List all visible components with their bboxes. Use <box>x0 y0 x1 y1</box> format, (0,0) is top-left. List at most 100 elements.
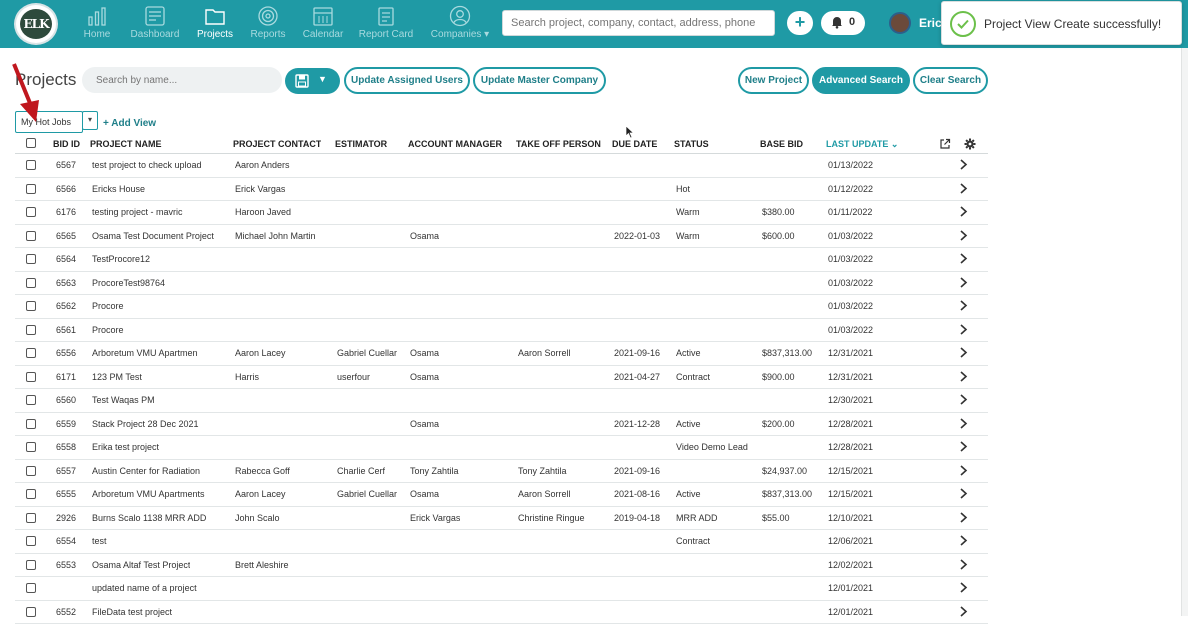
chevron-right-icon[interactable] <box>959 277 968 288</box>
chevron-right-icon[interactable] <box>959 159 968 170</box>
cell-project-name[interactable]: test project to check upload <box>92 154 202 177</box>
row-checkbox[interactable] <box>26 348 36 358</box>
select-all-checkbox[interactable] <box>26 138 36 148</box>
row-checkbox[interactable] <box>26 442 36 452</box>
update-master-company-button[interactable]: Update Master Company <box>473 67 606 94</box>
cell-project-name[interactable]: 123 PM Test <box>92 366 142 389</box>
row-checkbox[interactable] <box>26 301 36 311</box>
success-toast[interactable]: Project View Create successfully! <box>941 1 1182 45</box>
chevron-right-icon[interactable] <box>959 300 968 311</box>
row-checkbox[interactable] <box>26 207 36 217</box>
chevron-right-icon[interactable] <box>959 371 968 382</box>
add-view-link[interactable]: + Add View <box>103 118 156 129</box>
row-checkbox[interactable] <box>26 325 36 335</box>
cell-project-name[interactable]: Osama Altaf Test Project <box>92 554 190 577</box>
row-checkbox[interactable] <box>26 513 36 523</box>
chevron-right-icon[interactable] <box>959 582 968 593</box>
column-header-account-manager[interactable]: ACCOUNT MANAGER <box>408 134 502 153</box>
chevron-right-icon[interactable] <box>959 606 968 617</box>
cell-project-name[interactable]: ProcoreTest98764 <box>92 272 165 295</box>
column-header-status[interactable]: STATUS <box>674 134 709 153</box>
chevron-right-icon[interactable] <box>959 488 968 499</box>
row-checkbox[interactable] <box>26 419 36 429</box>
row-checkbox[interactable] <box>26 583 36 593</box>
column-header-estimator[interactable]: ESTIMATOR <box>335 134 387 153</box>
cell-project-name[interactable]: Procore <box>92 319 124 342</box>
cell-project-name[interactable]: TestProcore12 <box>92 248 150 271</box>
cell-project-name[interactable]: Burns Scalo 1138 MRR ADD <box>92 507 206 530</box>
chevron-right-icon[interactable] <box>959 418 968 429</box>
cell-project-name[interactable]: Procore <box>92 295 124 318</box>
nav-report-card[interactable]: Report Card <box>357 5 415 45</box>
user-name[interactable]: Eric <box>919 16 942 30</box>
chevron-right-icon[interactable] <box>959 559 968 570</box>
row-checkbox[interactable] <box>26 395 36 405</box>
chevron-right-icon[interactable] <box>959 465 968 476</box>
nav-reports[interactable]: Reports <box>248 5 288 45</box>
avatar[interactable] <box>889 12 911 34</box>
notifications-button[interactable]: 0 <box>821 11 865 35</box>
chevron-right-icon[interactable] <box>959 230 968 241</box>
clear-search-button[interactable]: Clear Search <box>913 67 988 94</box>
cell-project-name[interactable]: testing project - mavric <box>92 201 183 224</box>
chevron-right-icon[interactable] <box>959 324 968 335</box>
chevron-right-icon[interactable] <box>959 347 968 358</box>
project-name-search-input[interactable] <box>82 67 282 93</box>
row-checkbox[interactable] <box>26 466 36 476</box>
column-header-project-name[interactable]: PROJECT NAME <box>90 134 162 153</box>
chevron-right-icon[interactable] <box>959 512 968 523</box>
advanced-search-button[interactable]: Advanced Search <box>812 67 910 94</box>
cell-project-name[interactable]: test <box>92 530 107 553</box>
cell-project-name[interactable]: updated name of a project <box>92 577 197 600</box>
nav-projects[interactable]: Projects <box>194 5 236 45</box>
column-header-base-bid[interactable]: BASE BID <box>760 134 803 153</box>
row-checkbox[interactable] <box>26 372 36 382</box>
nav-companies[interactable]: Companies ▾ <box>428 5 492 45</box>
scrollbar[interactable] <box>1181 48 1188 616</box>
global-search-input[interactable] <box>502 10 775 36</box>
new-project-button[interactable]: New Project <box>738 67 809 94</box>
row-checkbox[interactable] <box>26 489 36 499</box>
cell-project-name[interactable]: Test Waqas PM <box>92 389 155 412</box>
chevron-right-icon[interactable] <box>959 441 968 452</box>
row-checkbox[interactable] <box>26 184 36 194</box>
external-link-icon[interactable] <box>939 138 951 150</box>
row-checkbox[interactable] <box>26 607 36 617</box>
chevron-right-icon[interactable] <box>959 394 968 405</box>
update-assigned-users-button[interactable]: Update Assigned Users <box>344 67 470 94</box>
gear-icon[interactable] <box>964 138 976 150</box>
cell-project-name[interactable]: Erika test project <box>92 436 159 459</box>
cell-project-name[interactable]: Ericks House <box>92 178 145 201</box>
cell-project-name[interactable]: Stack Project 28 Dec 2021 <box>92 413 199 436</box>
save-view-button[interactable]: ▼ <box>285 68 340 94</box>
cell-project-name[interactable]: Osama Test Document Project <box>92 225 214 248</box>
column-header-take-off-person[interactable]: TAKE OFF PERSON <box>516 134 601 153</box>
view-dropdown-toggle[interactable]: ▾ <box>82 111 98 130</box>
column-header-bid-id[interactable]: BID ID <box>53 134 80 153</box>
cell-project-name[interactable]: Arboretum VMU Apartmen <box>92 342 198 365</box>
nav-calendar[interactable]: Calendar <box>301 5 345 45</box>
row-checkbox[interactable] <box>26 560 36 570</box>
nav-home[interactable]: Home <box>82 5 112 45</box>
chevron-right-icon[interactable] <box>959 253 968 264</box>
cell-project-name[interactable]: FileData test project <box>92 601 172 624</box>
row-checkbox[interactable] <box>26 231 36 241</box>
column-header-project-contact[interactable]: PROJECT CONTACT <box>233 134 321 153</box>
